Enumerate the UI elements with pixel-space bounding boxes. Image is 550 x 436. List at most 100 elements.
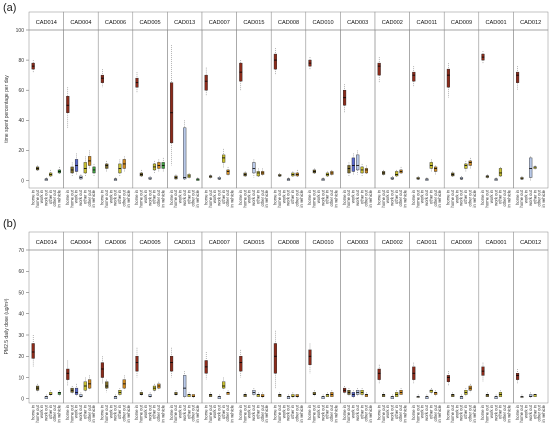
category-label: work out (493, 189, 498, 206)
category-label: work out (217, 404, 222, 421)
box-body (308, 349, 312, 365)
category-label: home in (30, 404, 35, 420)
category-label: work in (178, 404, 183, 418)
category-label: work out (390, 404, 395, 421)
y-tick-label: 10 (18, 375, 24, 381)
category-label: other out (225, 189, 230, 206)
facet-label: CAD001 (486, 20, 507, 26)
category-label: in vehicle (541, 404, 546, 422)
category-label: work out (78, 404, 83, 421)
category-label: in vehicle (437, 404, 442, 422)
category-label: other out (537, 404, 542, 421)
category-label: other in (221, 189, 226, 204)
category-label: in vehicle (437, 189, 442, 207)
category-label: other in (498, 189, 503, 204)
category-label: home out (35, 189, 40, 207)
facet-frame (305, 29, 341, 189)
category-label: other in (498, 404, 503, 419)
category-label: in vehicle (230, 404, 235, 422)
category-label: home out (242, 189, 247, 207)
category-label: in vehicle (195, 404, 200, 422)
facet-frame (28, 29, 64, 189)
category-label: home in (169, 189, 174, 205)
category-label: home in (515, 404, 520, 420)
category-label: work in (74, 189, 79, 203)
category-label: other out (467, 404, 472, 421)
category-label: other in (290, 404, 295, 419)
y-tick-label: 50 (18, 290, 24, 296)
category-label: work out (493, 404, 498, 421)
box-body (170, 356, 174, 372)
category-label: home in (100, 404, 105, 420)
category-label: home out (346, 189, 351, 207)
category-label: other out (433, 404, 438, 421)
facet-frame (132, 249, 168, 404)
panel-a-label: (a) (3, 2, 16, 14)
category-label: work out (528, 404, 533, 421)
category-label: in vehicle (368, 404, 373, 422)
category-label: work in (489, 404, 494, 418)
category-label: home out (139, 189, 144, 207)
category-label: in vehicle (541, 189, 546, 207)
category-label: home out (104, 189, 109, 207)
category-label: other out (502, 189, 507, 206)
category-label: work out (286, 404, 291, 421)
facet-label: CAD011 (417, 240, 438, 246)
category-label: in vehicle (506, 404, 511, 422)
category-label: in vehicle (57, 189, 62, 207)
category-label: work in (212, 189, 217, 203)
category-label: in vehicle (506, 189, 511, 207)
category-label: home out (35, 404, 40, 422)
y-tick-label: 40 (18, 312, 24, 318)
y-tick-label: 70 (18, 248, 24, 254)
category-label: work out (459, 189, 464, 206)
facet-label: CAD012 (520, 240, 541, 246)
category-label: in vehicle (264, 404, 269, 422)
category-label: other in (325, 404, 330, 419)
facet-frame (443, 29, 480, 189)
category-label: home in (203, 189, 208, 205)
category-label: other in (463, 404, 468, 419)
box-body (66, 96, 70, 113)
category-label: other in (359, 189, 364, 204)
category-label: home in (134, 189, 139, 205)
category-label: home out (312, 404, 317, 422)
category-label: other in (48, 404, 53, 419)
facet-label: CAD007 (209, 240, 230, 246)
box-body (273, 53, 277, 70)
facet-label: CAD013 (174, 20, 195, 26)
category-label: other in (82, 189, 87, 204)
category-label: work in (316, 189, 321, 203)
category-label: other out (260, 189, 265, 206)
box-body (83, 162, 87, 174)
category-label: other in (428, 189, 433, 204)
category-label: home in (376, 404, 381, 420)
category-label: work in (143, 404, 148, 418)
facet-frame (97, 29, 134, 189)
category-label: in vehicle (195, 189, 200, 207)
facet-frame (63, 249, 99, 404)
y-tick-label: 60 (18, 269, 24, 275)
category-label: home out (519, 404, 524, 422)
panel-b-label: (b) (3, 218, 16, 230)
category-label: other in (359, 404, 364, 419)
facet-label: CAD009 (451, 20, 472, 26)
box-body (529, 157, 533, 178)
category-label: home out (277, 404, 282, 422)
facet-label: CAD015 (243, 240, 264, 246)
box-body (446, 68, 450, 88)
category-label: other in (152, 404, 157, 419)
category-label: home out (208, 189, 213, 207)
box-body (356, 154, 360, 171)
facet-label: CAD002 (382, 240, 403, 246)
category-label: other out (398, 404, 403, 421)
category-label: in vehicle (472, 404, 477, 422)
facet-frame (478, 29, 514, 189)
category-label: home in (169, 404, 174, 420)
facet-frame (236, 249, 272, 404)
y-axis-label: PM2.5 daily dose (ug/m³) (4, 298, 10, 354)
category-label: other out (260, 404, 265, 421)
category-label: home in (446, 404, 451, 420)
y-tick-label: 20 (18, 354, 24, 360)
